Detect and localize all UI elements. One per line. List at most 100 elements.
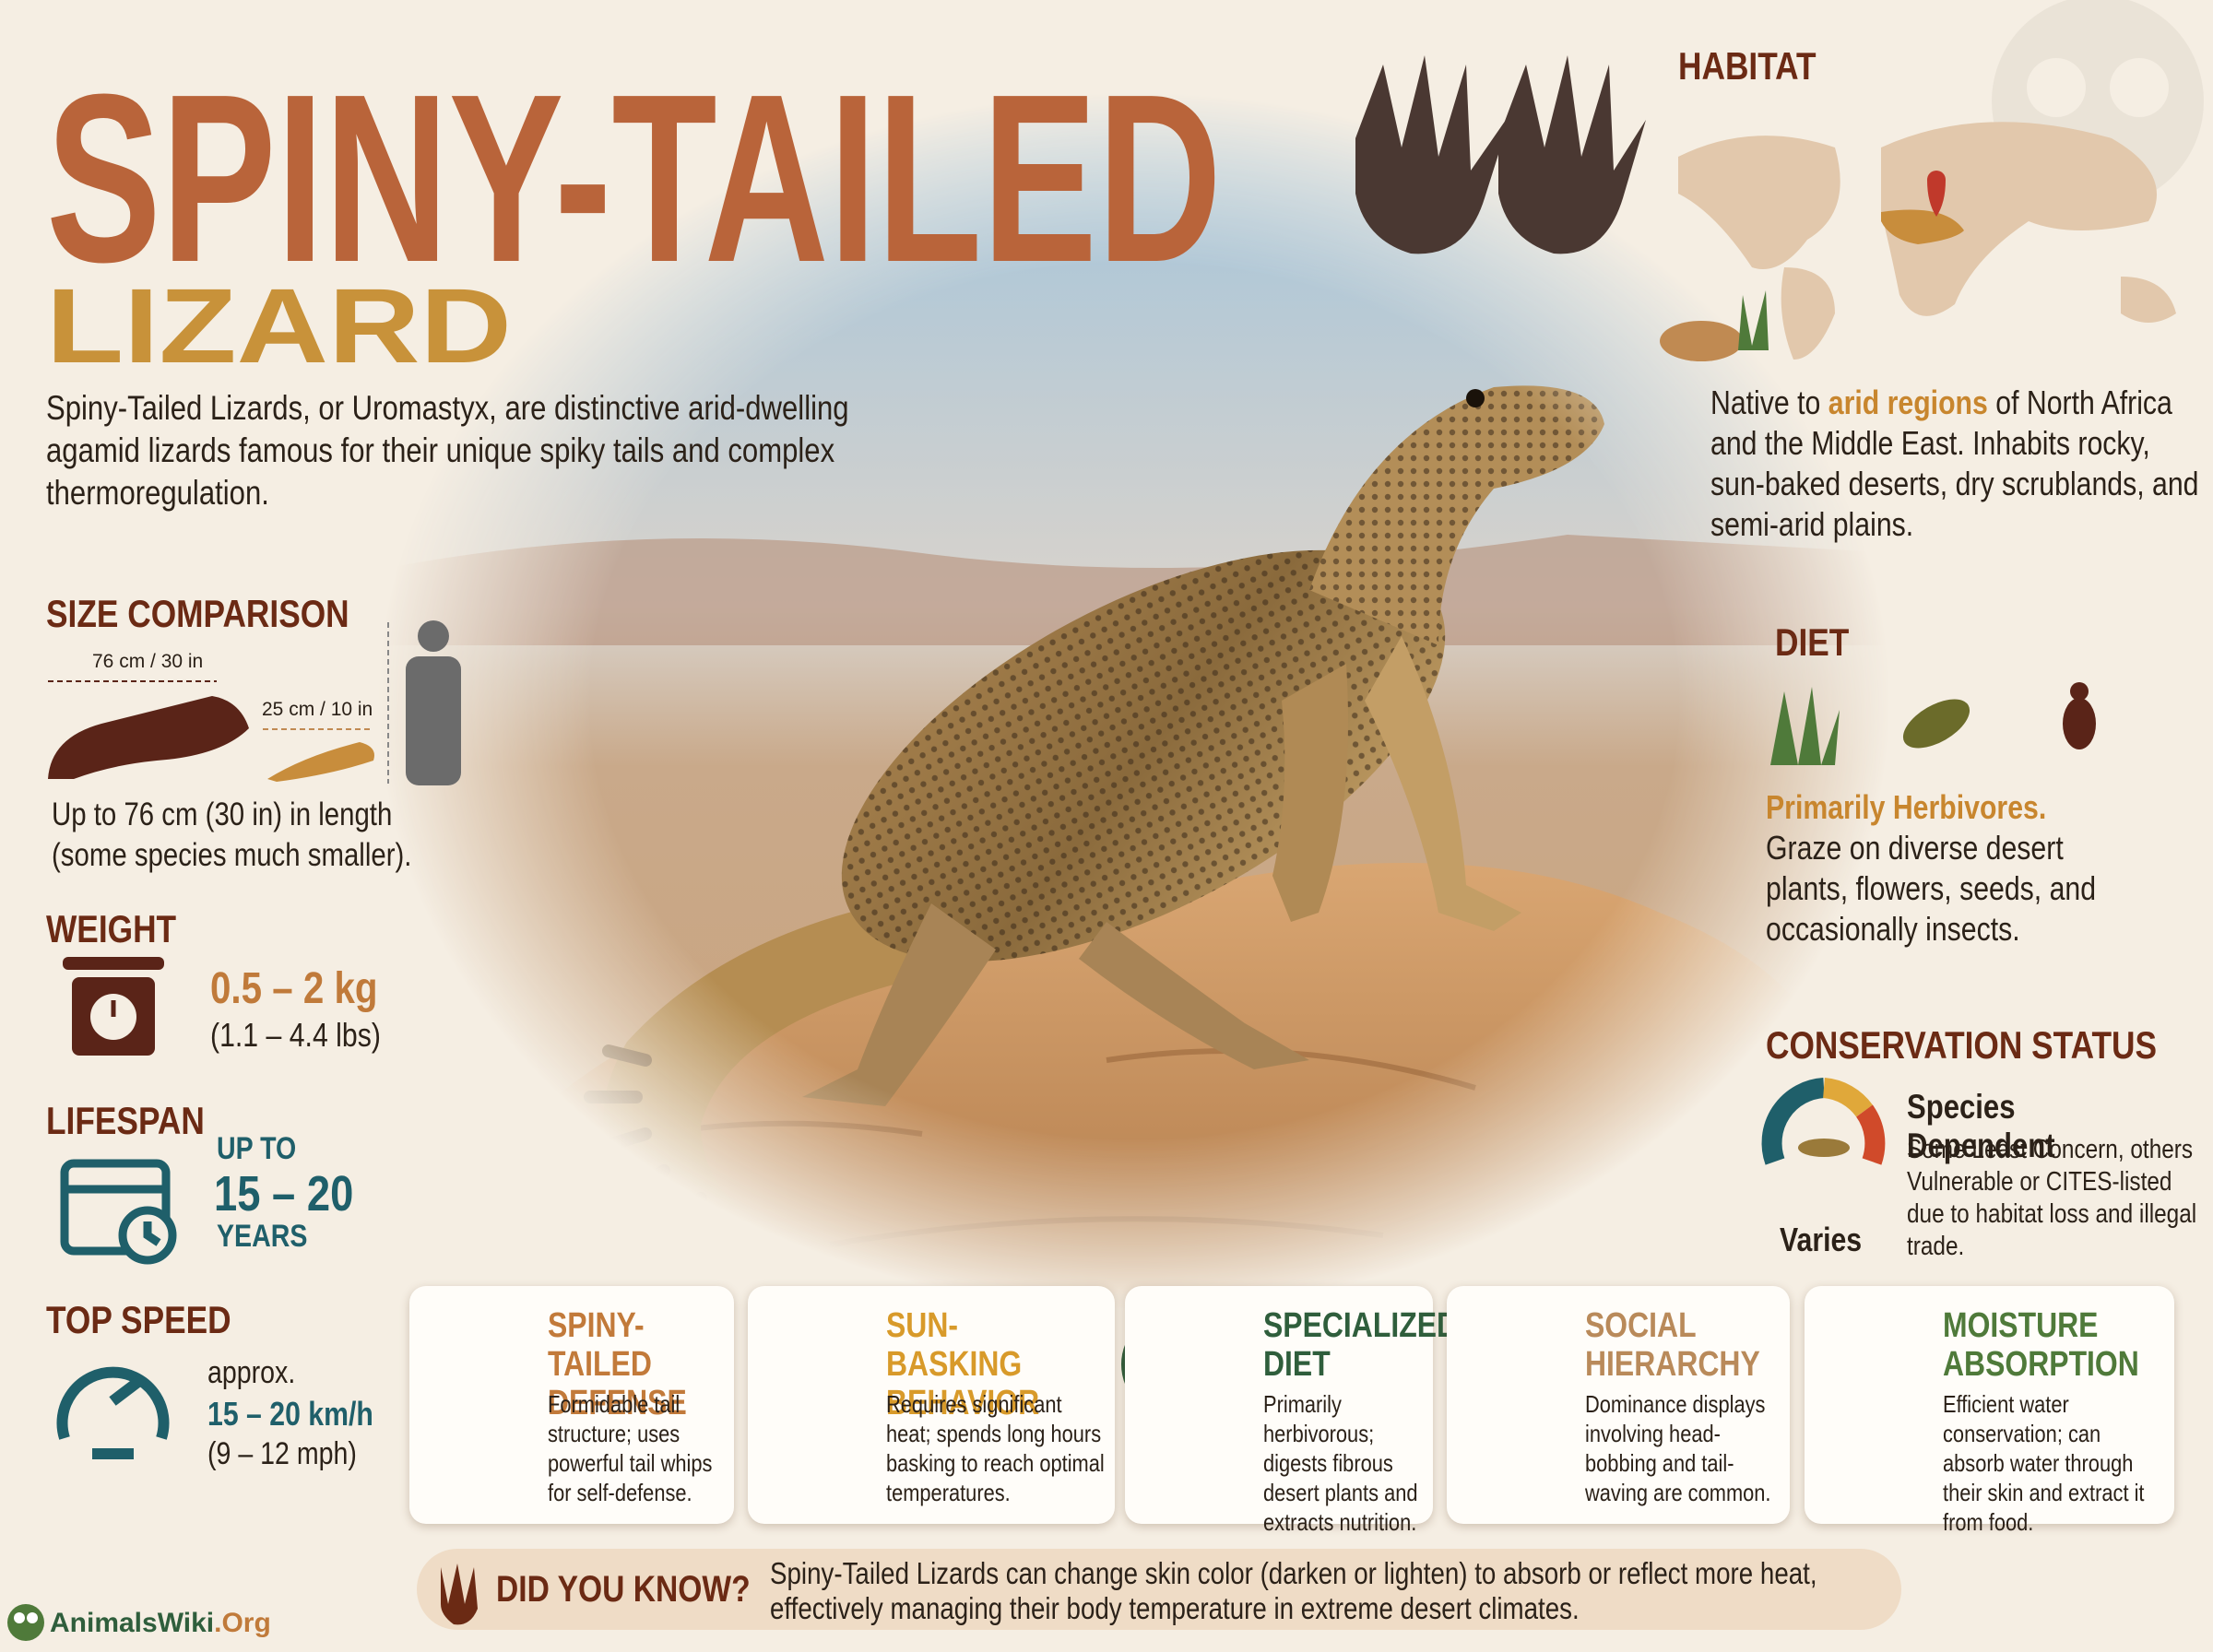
lizard-part	[1309, 385, 1604, 645]
did-you-know-banner	[417, 1549, 1901, 1630]
logo-icon-part	[27, 1612, 38, 1623]
text: of North Africa and the Middle East. Inh…	[1710, 384, 2199, 543]
subtitle: LIZARD	[46, 267, 512, 385]
card-title-line: HIERARCHY	[1585, 1345, 1760, 1384]
heading: SIZE COMPARISON	[46, 592, 349, 635]
card-title-line: BEHAVIOR	[886, 1384, 1040, 1422]
card-title-line: SPINY-TAILED	[548, 1306, 652, 1384]
diet-icons-part	[2070, 682, 2089, 701]
size-silhouettes-part	[267, 742, 374, 782]
status: Species Dependent	[1907, 1088, 2055, 1164]
card-text: Dominance displays involving head-bobbin…	[1585, 1390, 1771, 1506]
card-title: MOISTURE ABSORPTION	[1943, 1306, 2139, 1384]
card-title-line: ABSORPTION	[1943, 1345, 2139, 1384]
card-title: SOCIAL HIERARCHY	[1585, 1306, 1760, 1384]
intro: Spiny-Tailed Lizards, or Uromastyx, are …	[46, 389, 849, 512]
conservation-gauge	[1761, 1078, 1886, 1165]
did-you-know-banner-part	[441, 1564, 478, 1625]
lizard-part	[802, 903, 996, 1106]
card-text: Efficient water conservation; can absorb…	[1943, 1390, 2145, 1536]
card-title-line: MOISTURE	[1943, 1306, 2099, 1345]
text: Native to	[1710, 384, 1821, 421]
speed-imperial: (9 – 12 mph)	[207, 1436, 357, 1471]
card-text: Primarily herbivorous; digests fibrous d…	[1263, 1390, 1418, 1536]
hand-prints	[1355, 55, 1646, 254]
card: SPINY-TAILED DEFENSE Formidable tail struc…	[409, 1286, 734, 1524]
weight-value: 0.5 – 2 kg	[210, 964, 378, 1013]
weight-imperial: (1.1 – 4.4 lbs)	[210, 1016, 381, 1054]
heading: DID YOU KNOW?	[496, 1569, 751, 1610]
card-title: SPECIALIZED DIET	[1263, 1306, 1458, 1384]
lizard-part	[1079, 922, 1309, 1069]
calendar-icon-part	[143, 1221, 161, 1246]
card-title-line: DEFENSE	[548, 1384, 687, 1422]
world-map-part	[1881, 122, 2157, 316]
conservation-gauge-part	[1798, 1139, 1850, 1157]
lizard	[584, 385, 1604, 1246]
lifespan-prefix: UP TO	[217, 1131, 297, 1166]
size-silhouettes-part	[48, 696, 249, 779]
card: SUN-BASKING BEHAVIOR Requires significant …	[748, 1286, 1115, 1524]
card: SPECIALIZED DIET Primarily herbivorous; di…	[1125, 1286, 1458, 1536]
diet-icons	[1770, 682, 2096, 765]
calendar-icon-part	[60, 1159, 171, 1256]
speed-value: 15 – 20 km/h	[207, 1395, 373, 1433]
diet-icons-part	[1770, 687, 1840, 765]
world-map-part	[1927, 171, 1946, 217]
world-map-part	[1881, 209, 1964, 244]
calendar-icon	[60, 1159, 177, 1265]
diet-text: Graze on diverse desert plants, flowers,…	[1766, 829, 2097, 948]
heading: LIFESPAN	[46, 1099, 205, 1142]
logo: AnimalsWiki.Org	[50, 1608, 271, 1639]
watermark-owl-part	[2110, 58, 2169, 117]
title: SPINY-TAILED	[46, 45, 1222, 313]
weight-icon	[63, 957, 164, 1056]
heading: HABITAT	[1678, 44, 1817, 88]
size-label: 76 cm / 30 in	[92, 651, 204, 672]
status-text: Some Least Concern, others Vulnerable or…	[1907, 1135, 2197, 1261]
logo-suffix: .Org	[214, 1608, 271, 1638]
heading: TOP SPEED	[46, 1298, 231, 1341]
speed-prefix: approx.	[207, 1355, 296, 1390]
heading: WEIGHT	[46, 907, 177, 950]
gauge-icon	[56, 1366, 170, 1459]
logo-icon-part	[14, 1612, 25, 1623]
lizard-part	[1466, 389, 1485, 407]
lizard-part	[1272, 664, 1348, 922]
lizard-photo	[369, 92, 1899, 1318]
size-text: Up to 76 cm (30 in) in length (some spec…	[52, 796, 412, 873]
diet-icons-part	[1902, 699, 1970, 749]
size-silhouettes-part	[418, 620, 449, 652]
world-map	[1660, 122, 2176, 361]
lizard-part	[841, 549, 1446, 962]
world-map-part	[2121, 277, 2176, 323]
watermark-owl-part	[2027, 58, 2086, 117]
card-title-line: DIET	[1263, 1345, 1331, 1384]
weight-icon-part	[63, 957, 164, 970]
card-title: SUN-BASKING BEHAVIOR	[886, 1306, 1078, 1422]
world-map-part	[1781, 267, 1835, 360]
world-map-part	[1738, 290, 1769, 350]
hand-prints-part	[1355, 55, 1512, 254]
size-silhouettes	[48, 620, 461, 785]
hand-prints-part	[1498, 55, 1646, 254]
habitat-text: Native to arid regions of North Africa a…	[1710, 383, 2207, 545]
lifespan-unit: YEARS	[217, 1219, 308, 1254]
logo-icon	[7, 1604, 44, 1641]
gauge-icon-part	[56, 1366, 170, 1440]
lizard-photo-part	[369, 535, 1899, 645]
fact-text: Spiny-Tailed Lizards can change skin col…	[770, 1556, 1817, 1625]
lifespan-value: 15 – 20	[214, 1166, 354, 1221]
card-title-line: SOCIAL	[1585, 1306, 1697, 1345]
logo-icon-part	[7, 1604, 44, 1641]
world-map-part	[1678, 136, 1840, 269]
diet-icons-part	[2063, 698, 2096, 749]
world-map-part	[1660, 321, 1743, 361]
conservation-gauge-part	[1822, 1078, 1873, 1117]
gauge-icon-part	[109, 1374, 147, 1406]
card-title: SPINY-TAILED DEFENSE	[548, 1306, 704, 1422]
highlight: arid regions	[1828, 384, 1988, 421]
lizard-part	[584, 1044, 707, 1237]
card-title-line: SUN-BASKING	[886, 1306, 1023, 1384]
